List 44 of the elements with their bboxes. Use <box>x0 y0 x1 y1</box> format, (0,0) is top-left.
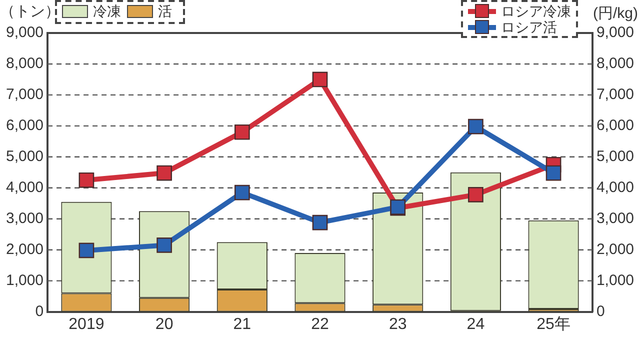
y2-tick-label: 4,000 <box>596 179 634 196</box>
y-tick-label: 5,000 <box>6 148 44 166</box>
y2-tick-label: 5,000 <box>596 148 634 166</box>
legend-label: 活 <box>158 3 172 19</box>
point <box>234 184 250 200</box>
x-tick-label: 25年 <box>536 316 570 333</box>
y-tick-label: 2,000 <box>6 240 44 258</box>
point <box>468 187 484 202</box>
y-tick-label: 7,000 <box>6 86 44 104</box>
point <box>234 124 250 140</box>
x-tick-label: 2019 <box>68 316 104 333</box>
legend-label: ロシア活 <box>501 19 557 35</box>
y2-tick-label: 0 <box>596 302 605 320</box>
y2-axis-title: (円/kg) <box>593 4 638 23</box>
y-axis-title: （トン） <box>0 2 60 21</box>
y2-tick-label: 8,000 <box>596 55 634 72</box>
y-tick-label: 6,000 <box>6 117 44 134</box>
x-tick-label: 21 <box>233 316 252 333</box>
point <box>156 238 172 253</box>
point <box>312 214 328 230</box>
y-tick-label: 8,000 <box>6 55 44 72</box>
x-tick-label: 23 <box>388 316 407 333</box>
y2-tick-label: 9,000 <box>596 24 634 42</box>
legend-label: ロシア冷凍 <box>501 3 571 19</box>
y-tick-label: 0 <box>35 302 44 320</box>
y2-tick-label: 2,000 <box>596 240 634 258</box>
point <box>468 118 484 134</box>
x-tick-label: 20 <box>155 316 174 333</box>
point <box>546 165 562 181</box>
point <box>156 165 172 181</box>
x-tick-label: 22 <box>311 316 329 333</box>
x-tick-label: 24 <box>466 316 485 333</box>
y2-tick-label: 6,000 <box>596 117 634 134</box>
y2-tick-label: 1,000 <box>596 272 634 289</box>
point <box>78 172 94 188</box>
y-tick-label: 9,000 <box>6 24 44 42</box>
legend-label: 冷凍 <box>93 3 121 19</box>
y2-tick-label: 7,000 <box>596 86 634 104</box>
y-tick-label: 4,000 <box>6 179 44 196</box>
y-tick-label: 3,000 <box>6 210 44 228</box>
point <box>312 72 328 88</box>
point <box>78 242 94 258</box>
y-tick-label: 1,000 <box>6 272 44 289</box>
y2-tick-label: 3,000 <box>596 210 634 228</box>
